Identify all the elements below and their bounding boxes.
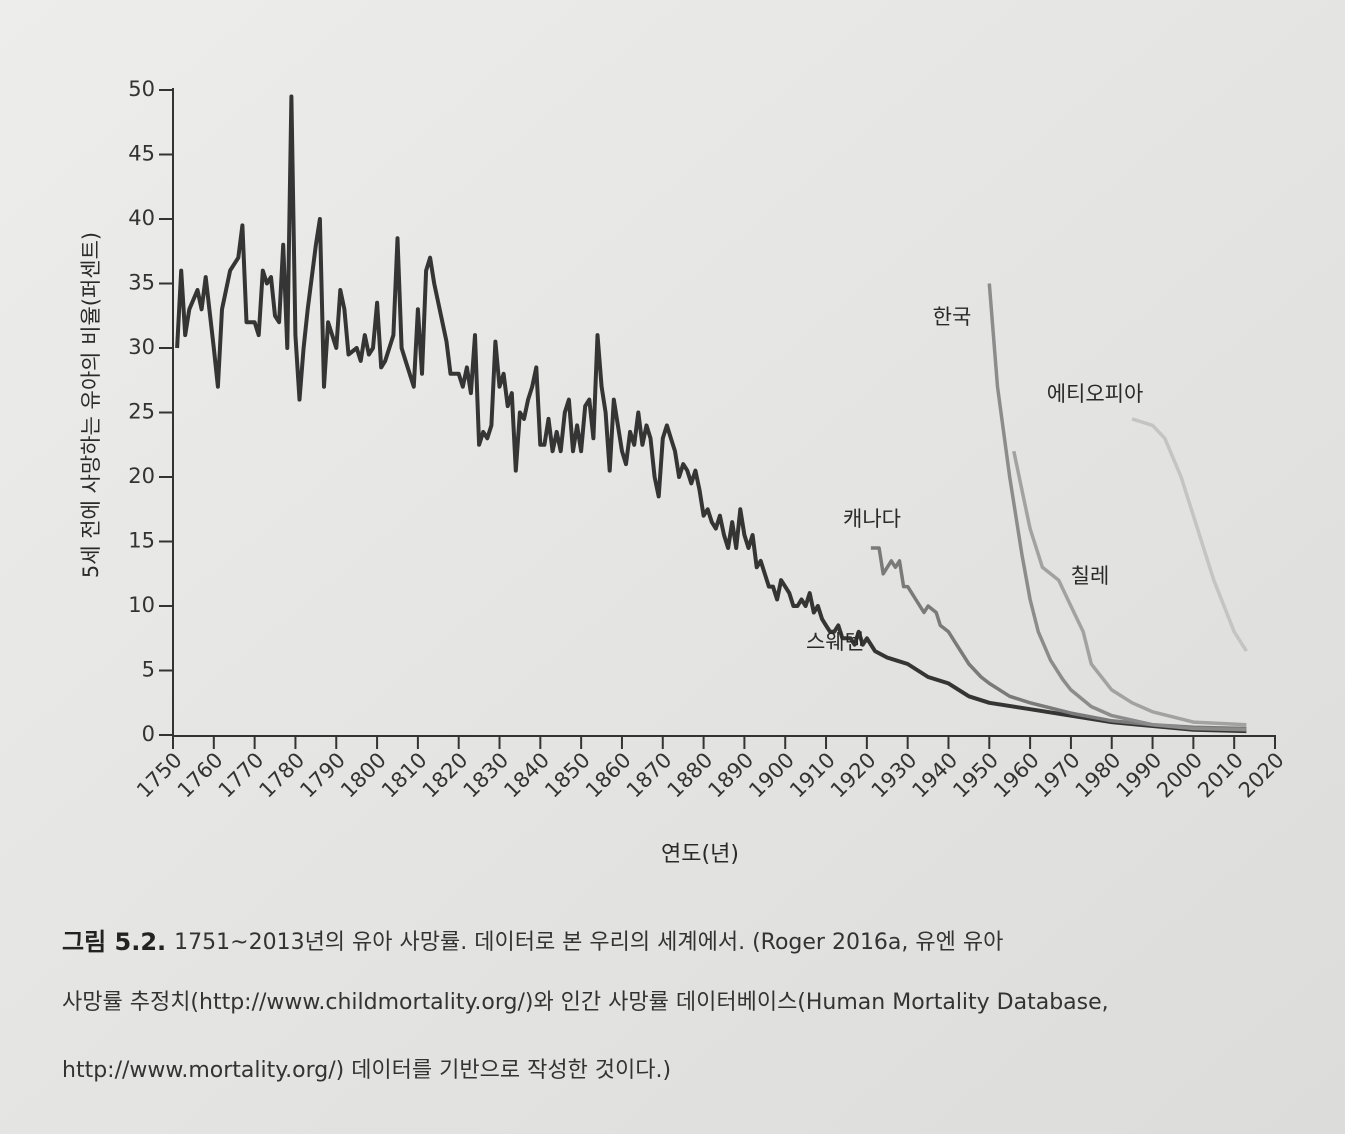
y-tick-label: 45 <box>128 142 155 166</box>
y-tick-label: 50 <box>128 77 155 101</box>
y-tick-label: 5 <box>142 658 155 682</box>
series-line <box>175 94 1247 734</box>
caption-text: 사망률 추정치(http://www.childmortality.org/)와… <box>62 990 1109 1015</box>
y-tick-label: 20 <box>128 464 155 488</box>
y-tick-label: 10 <box>128 593 155 617</box>
y-tick-label: 15 <box>128 529 155 553</box>
y-tick-label: 40 <box>128 206 155 230</box>
caption-label: 그림 5.2. <box>62 928 166 956</box>
series-line <box>987 283 1247 732</box>
x-axis-label: 연도(년) <box>661 842 739 867</box>
series-label: 한국 <box>933 305 972 329</box>
y-axis-label: 5세 전에 사망하는 유아의 비율(퍼센트) <box>79 232 103 578</box>
series-line <box>1131 417 1248 653</box>
series-line <box>1012 450 1247 727</box>
y-tick-label: 25 <box>128 400 155 424</box>
caption-text: http://www.mortality.org/) 데이터를 기반으로 작성한… <box>62 1058 671 1083</box>
caption-line: 그림 5.2. 1751~2013년의 유아 사망률. 데이터로 본 우리의 세계… <box>62 928 1003 956</box>
series-label: 스웨덴 <box>806 630 864 654</box>
series-label: 칠레 <box>1071 564 1110 588</box>
y-tick-label: 30 <box>128 335 155 359</box>
y-tick-label: 35 <box>128 271 155 295</box>
series-line <box>870 546 1247 731</box>
caption-text: 1751~2013년의 유아 사망률. 데이터로 본 우리의 세계에서. (Ro… <box>174 930 1003 955</box>
y-tick-label: 0 <box>142 722 155 746</box>
series-label: 캐나다 <box>843 507 901 531</box>
series-label: 에티오피아 <box>1047 382 1144 406</box>
